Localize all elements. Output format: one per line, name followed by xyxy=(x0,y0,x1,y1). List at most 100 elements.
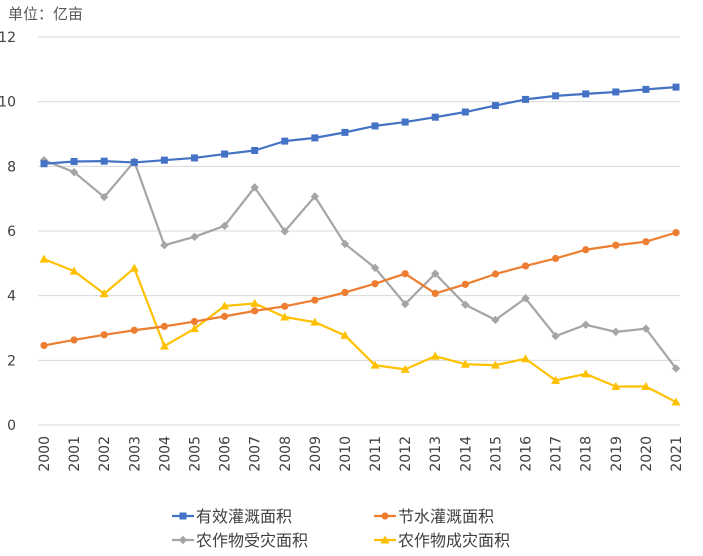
legend-label: 节水灌溉面积 xyxy=(398,507,494,526)
series-line xyxy=(43,86,677,165)
data-point xyxy=(672,229,680,237)
data-point xyxy=(641,324,651,333)
x-tick-label: 2021 xyxy=(669,436,685,472)
data-point xyxy=(311,296,319,304)
y-tick-label: 6 xyxy=(7,224,16,240)
data-point xyxy=(642,85,650,93)
data-point xyxy=(431,113,439,121)
legend-item: 有效灌溉面积 xyxy=(172,507,292,526)
series-1 xyxy=(40,229,680,350)
data-point xyxy=(612,88,620,96)
x-tick-label: 2001 xyxy=(67,436,83,472)
data-point xyxy=(551,331,560,341)
y-tick-label: 2 xyxy=(7,353,16,369)
legend-marker xyxy=(179,512,187,520)
x-tick-label: 2000 xyxy=(37,436,53,472)
data-point xyxy=(100,157,108,165)
data-point xyxy=(220,221,229,231)
x-tick-label: 2020 xyxy=(639,436,655,472)
data-point xyxy=(281,302,289,310)
data-point xyxy=(39,254,49,263)
data-point xyxy=(310,317,320,326)
data-point xyxy=(521,262,530,270)
legend-label: 有效灌溉面积 xyxy=(196,507,292,526)
x-tick-label: 2011 xyxy=(368,436,384,472)
data-point xyxy=(460,359,470,368)
data-point xyxy=(190,317,199,326)
data-point xyxy=(611,382,621,391)
data-point xyxy=(221,150,229,158)
series-layer xyxy=(39,83,681,406)
data-point xyxy=(40,160,48,168)
legend-label: 农作物受灾面积 xyxy=(196,531,308,550)
data-point xyxy=(160,322,168,330)
data-point xyxy=(521,294,530,303)
data-point xyxy=(250,298,260,307)
data-point xyxy=(220,312,229,320)
series-line xyxy=(43,258,677,404)
data-point xyxy=(310,192,320,201)
data-point xyxy=(611,327,621,337)
data-point xyxy=(521,354,531,363)
y-tick-label: 8 xyxy=(7,159,16,175)
y-tick-label: 12 xyxy=(0,30,16,46)
x-tick-label: 2003 xyxy=(127,436,143,472)
data-point xyxy=(581,320,590,329)
data-point xyxy=(160,156,168,164)
x-tick-label: 2004 xyxy=(157,436,173,472)
data-point xyxy=(370,263,380,273)
data-point xyxy=(401,118,409,126)
legend-item: 农作物成灾面积 xyxy=(374,531,510,550)
series-0 xyxy=(40,83,680,168)
data-point xyxy=(341,128,349,136)
data-point xyxy=(400,299,410,309)
y-axis-ticks: 0 2 4 6 8 10 12 xyxy=(0,30,16,434)
data-point xyxy=(340,239,350,249)
data-point xyxy=(130,158,138,166)
data-point xyxy=(612,241,620,249)
data-point xyxy=(70,157,78,165)
data-point xyxy=(641,382,651,391)
x-tick-label: 2008 xyxy=(278,436,294,472)
data-point xyxy=(490,360,500,369)
data-point xyxy=(281,137,289,145)
data-point xyxy=(461,108,469,116)
data-point xyxy=(280,312,290,321)
series-2 xyxy=(39,155,681,373)
data-point xyxy=(129,263,139,272)
data-point xyxy=(400,364,410,373)
data-point xyxy=(671,397,681,406)
data-point xyxy=(491,315,500,325)
legend-marker xyxy=(178,535,188,545)
data-point xyxy=(311,134,319,142)
data-point xyxy=(461,300,470,309)
data-point xyxy=(582,246,590,254)
x-tick-label: 2012 xyxy=(398,436,414,472)
data-point xyxy=(370,360,380,369)
x-tick-label: 2014 xyxy=(458,436,474,472)
series-3 xyxy=(39,254,681,406)
y-tick-label: 4 xyxy=(7,289,16,305)
data-point xyxy=(431,289,439,298)
data-point xyxy=(551,375,561,384)
x-axis-ticks: 2000 2001 2002 2003 2004 2005 2006 2007 2008 2009… xyxy=(37,436,685,472)
data-point xyxy=(130,326,138,334)
data-point xyxy=(250,183,259,192)
series-line xyxy=(43,159,677,370)
x-tick-label: 2018 xyxy=(579,436,595,472)
x-tick-label: 2007 xyxy=(248,436,264,472)
x-tick-label: 2010 xyxy=(338,436,354,472)
x-tick-label: 2005 xyxy=(187,436,203,472)
x-tick-label: 2019 xyxy=(609,436,625,472)
x-tick-label: 2009 xyxy=(308,436,324,472)
data-point xyxy=(371,122,379,130)
data-point xyxy=(251,307,259,315)
x-tick-label: 2015 xyxy=(488,436,504,472)
data-point xyxy=(69,266,79,275)
data-point xyxy=(220,301,230,310)
data-point xyxy=(190,232,199,242)
data-point xyxy=(491,270,500,278)
data-point xyxy=(100,331,108,339)
